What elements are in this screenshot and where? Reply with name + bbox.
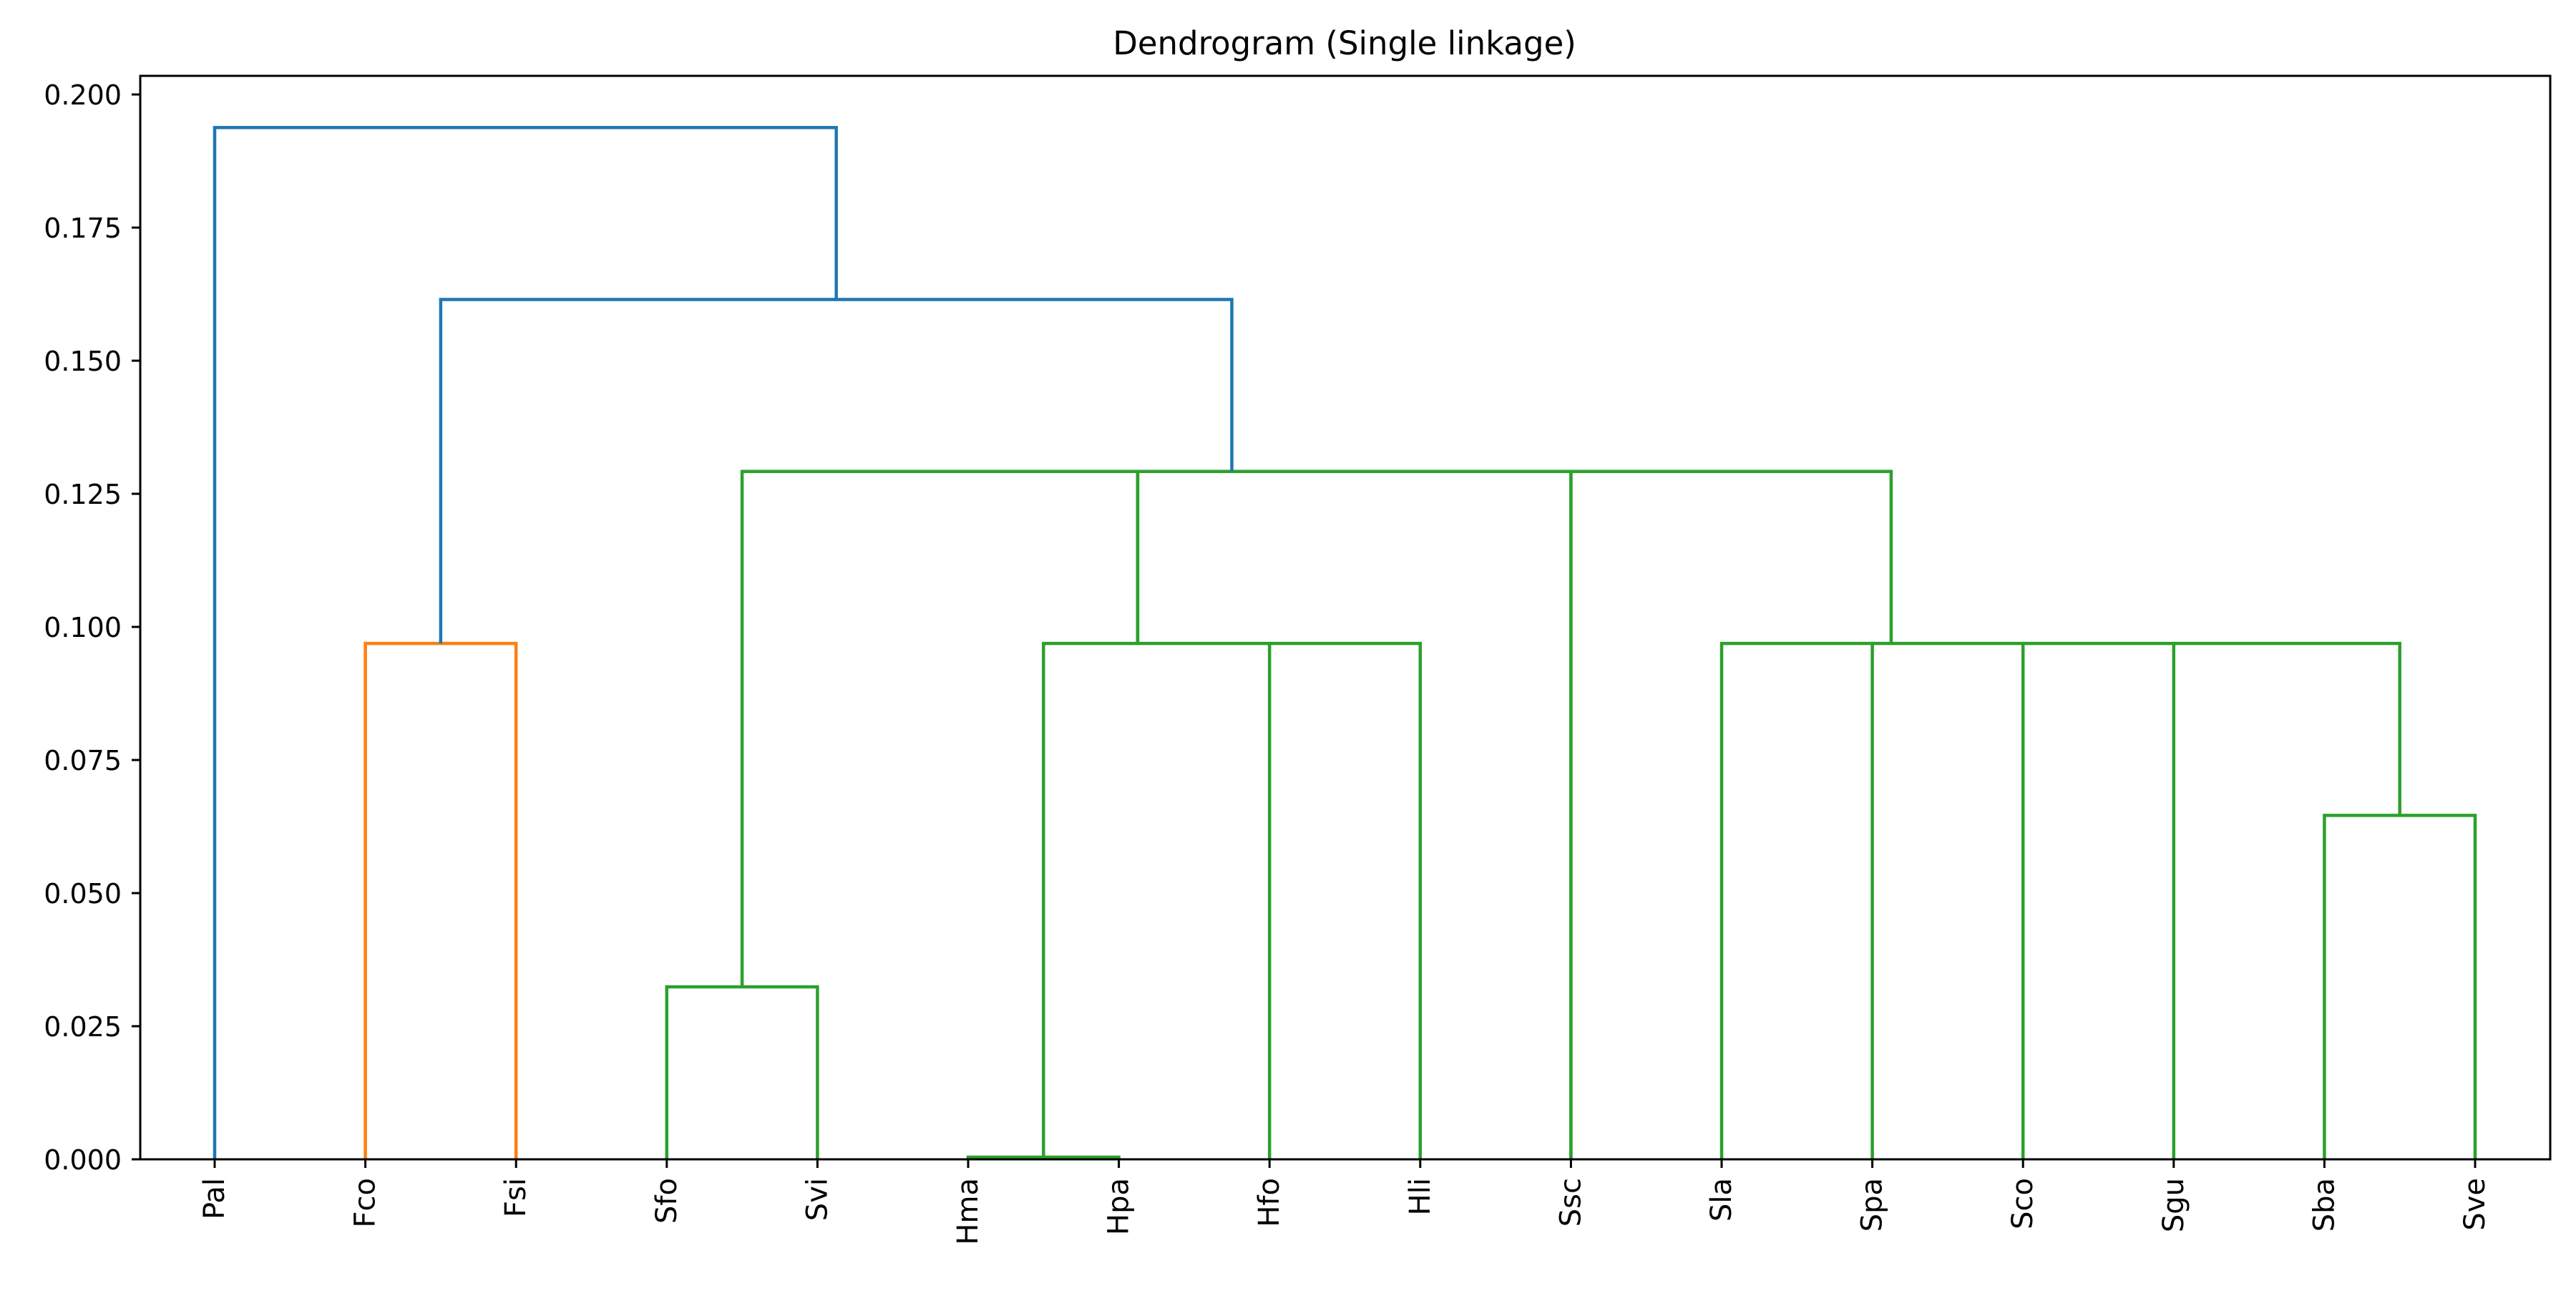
y-tick-label: 0.150 [44,346,122,377]
leaf-label: Sfo [650,1178,683,1224]
leaf-label: Hpa [1103,1178,1136,1235]
y-axis: 0.000 0.025 0.050 0.075 0.100 0.125 0.150 0.175… [44,79,140,1176]
leaf-label: Hfo [1253,1178,1286,1227]
y-tick-label: 0.100 [44,612,122,643]
x-axis: Pal Fco Fsi Sfo Svi Hma Hpa Hfo Hli Ssc Sla Spa Sco S… [198,1159,2492,1245]
y-tick-label: 0.175 [44,213,122,244]
dendrogram-link [1569,469,1893,1159]
dendrogram-link [1269,641,1423,1159]
chart-title: Dendrogram (Single linkage) [1113,24,1576,62]
y-tick-label: 0.050 [44,878,122,910]
leaf-label: Sgu [2157,1178,2190,1232]
leaf-label: Hma [952,1178,985,1245]
leaf-label: Fco [349,1178,382,1227]
leaf-label: Sco [2006,1178,2039,1229]
leaf-label: Ssc [1554,1178,1587,1227]
y-tick-label: 0.125 [44,479,122,510]
plot-frame [139,74,2552,1161]
leaf-label: Svi [801,1178,834,1221]
dendrogram-links [213,125,2477,1159]
leaf-label: Hli [1404,1178,1437,1215]
leaf-label: Sve [2459,1178,2492,1231]
y-tick-label: 0.075 [44,745,122,776]
y-tick-label: 0.200 [44,79,122,111]
leaf-label: Sba [2308,1178,2341,1232]
dendrogram-link [1719,641,1874,1159]
dendrogram-link [1042,641,1272,1159]
leaf-label: Spa [1856,1178,1889,1232]
y-tick-label: 0.025 [44,1011,122,1043]
leaf-label: Fsi [499,1178,532,1217]
leaf-label: Pal [198,1178,231,1219]
dendrogram-link [213,125,838,1159]
dendrogram-link [2173,641,2401,816]
y-tick-label: 0.000 [44,1144,122,1176]
leaf-label: Sla [1705,1178,1738,1222]
